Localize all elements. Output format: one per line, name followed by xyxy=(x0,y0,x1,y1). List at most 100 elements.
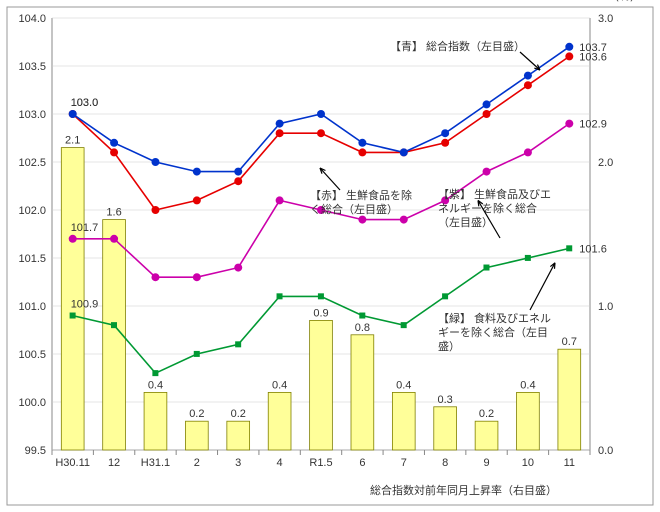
svg-text:H30.11: H30.11 xyxy=(55,457,90,469)
bar xyxy=(227,421,250,450)
svg-text:100.5: 100.5 xyxy=(18,349,46,361)
series-marker xyxy=(524,148,532,156)
series-marker xyxy=(69,235,77,243)
series-marker xyxy=(110,235,118,243)
series-marker xyxy=(524,81,532,89)
series-legend-label: （左目盛） xyxy=(438,215,493,229)
svg-text:101.0: 101.0 xyxy=(18,301,46,313)
series-marker xyxy=(565,52,573,60)
series-marker xyxy=(110,139,118,147)
series-marker xyxy=(277,293,283,299)
svg-text:0.4: 0.4 xyxy=(148,379,163,391)
svg-text:6: 6 xyxy=(359,457,365,469)
svg-text:102.9: 102.9 xyxy=(579,119,607,131)
svg-text:0.8: 0.8 xyxy=(355,322,370,334)
svg-text:103.5: 103.5 xyxy=(18,61,46,73)
svg-text:103.7: 103.7 xyxy=(579,42,607,54)
bar xyxy=(185,421,208,450)
series-legend-label: 盛） xyxy=(438,339,460,353)
svg-text:1.6: 1.6 xyxy=(106,207,121,219)
series-marker xyxy=(358,216,366,224)
svg-text:9: 9 xyxy=(483,457,489,469)
series-marker xyxy=(194,351,200,357)
svg-text:0.4: 0.4 xyxy=(272,379,287,391)
series-marker xyxy=(235,341,241,347)
series-legend-label: ネルギーを除く総合 xyxy=(438,201,537,215)
bar xyxy=(144,392,167,450)
svg-text:2.0: 2.0 xyxy=(598,157,613,169)
series-marker xyxy=(276,129,284,137)
series-marker xyxy=(317,110,325,118)
series-legend-label: く総合（左目盛） xyxy=(310,202,398,216)
series-marker xyxy=(110,148,118,156)
svg-text:0.2: 0.2 xyxy=(479,408,494,420)
bars-caption: 総合指数対前年同月上昇率（右目盛） xyxy=(370,483,557,497)
series-marker xyxy=(441,139,449,147)
series-marker xyxy=(151,158,159,166)
svg-text:102.0: 102.0 xyxy=(18,205,46,217)
svg-text:8: 8 xyxy=(442,457,448,469)
series-marker xyxy=(193,273,201,281)
chart-container: 99.5100.0100.5101.0101.5102.0102.5103.01… xyxy=(0,0,660,512)
svg-text:0.0: 0.0 xyxy=(598,445,613,457)
bar xyxy=(475,421,498,450)
series-marker xyxy=(318,293,324,299)
series-marker xyxy=(358,148,366,156)
series-marker xyxy=(234,177,242,185)
svg-text:101.6: 101.6 xyxy=(579,243,607,255)
series-marker xyxy=(565,43,573,51)
bar xyxy=(268,392,291,450)
svg-text:101.5: 101.5 xyxy=(18,253,46,265)
svg-text:10: 10 xyxy=(522,457,534,469)
series-marker xyxy=(359,313,365,319)
svg-text:7: 7 xyxy=(401,457,407,469)
series-marker xyxy=(483,100,491,108)
series-marker xyxy=(525,255,531,261)
svg-text:101.7: 101.7 xyxy=(71,222,99,234)
series-marker xyxy=(152,370,158,376)
series-legend-label: 【紫】 生鮮食品及びエ xyxy=(438,187,551,201)
series-marker xyxy=(151,273,159,281)
series-legend-label: ギーを除く総合（左目 xyxy=(438,325,548,339)
svg-text:（％）: （％） xyxy=(608,0,641,3)
svg-text:H31.1: H31.1 xyxy=(141,457,170,469)
svg-text:2.1: 2.1 xyxy=(65,135,80,147)
svg-text:104.0: 104.0 xyxy=(18,13,46,25)
series-marker xyxy=(193,196,201,204)
series-marker xyxy=(151,206,159,214)
svg-text:99.5: 99.5 xyxy=(25,445,46,457)
svg-text:12: 12 xyxy=(108,457,120,469)
series-legend-label: 【赤】 生鮮食品を除 xyxy=(310,188,412,202)
svg-text:0.2: 0.2 xyxy=(231,408,246,420)
series-marker xyxy=(401,322,407,328)
series-marker xyxy=(317,129,325,137)
svg-text:R1.5: R1.5 xyxy=(309,457,332,469)
svg-text:11: 11 xyxy=(564,457,575,469)
series-marker xyxy=(276,120,284,128)
series-marker xyxy=(70,313,76,319)
svg-text:103.0: 103.0 xyxy=(18,109,46,121)
svg-text:4: 4 xyxy=(277,457,283,469)
chart-svg: 99.5100.0100.5101.0101.5102.0102.5103.01… xyxy=(0,0,660,512)
bar xyxy=(434,407,457,450)
series-marker xyxy=(566,245,572,251)
svg-text:103.0: 103.0 xyxy=(71,97,99,109)
bar xyxy=(310,320,333,450)
bar xyxy=(558,349,581,450)
svg-text:100.0: 100.0 xyxy=(18,397,46,409)
series-marker xyxy=(524,72,532,80)
series-marker xyxy=(400,148,408,156)
series-marker xyxy=(441,129,449,137)
series-legend-label: 【青】 総合指数（左目盛） xyxy=(390,39,525,53)
series-marker xyxy=(234,168,242,176)
series-legend-label: 【緑】 食料及びエネル xyxy=(438,311,551,325)
svg-text:0.3: 0.3 xyxy=(438,394,453,406)
svg-text:0.4: 0.4 xyxy=(396,379,411,391)
svg-text:0.2: 0.2 xyxy=(189,408,204,420)
bar xyxy=(392,392,415,450)
series-marker xyxy=(193,168,201,176)
series-marker xyxy=(358,139,366,147)
svg-text:1.0: 1.0 xyxy=(598,301,613,313)
series-marker xyxy=(111,322,117,328)
svg-text:0.4: 0.4 xyxy=(520,379,535,391)
